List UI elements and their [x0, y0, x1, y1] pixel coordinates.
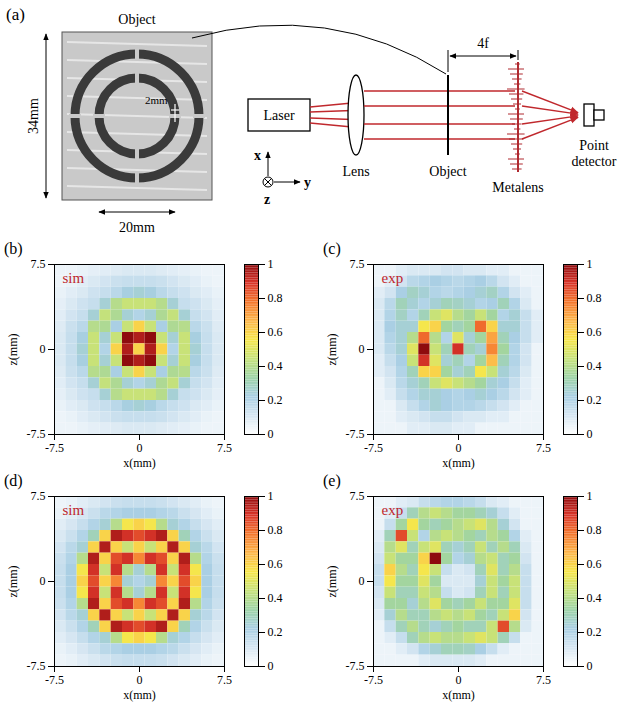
svg-text:0: 0 [40, 574, 46, 588]
svg-text:z(mm): z(mm) [6, 566, 20, 598]
svg-text:-7.5: -7.5 [364, 441, 383, 455]
svg-text:7.5: 7.5 [31, 257, 46, 271]
svg-text:0.6: 0.6 [268, 325, 283, 339]
svg-text:z(mm): z(mm) [325, 566, 339, 598]
svg-text:Object: Object [429, 164, 466, 179]
svg-text:-7.5: -7.5 [346, 427, 365, 441]
svg-text:0: 0 [359, 342, 365, 356]
svg-text:Lens: Lens [342, 164, 369, 179]
svg-text:0.2: 0.2 [587, 625, 602, 639]
svg-text:0: 0 [456, 441, 462, 455]
svg-text:z: z [264, 192, 270, 207]
svg-text:sim: sim [63, 502, 85, 518]
svg-text:-7.5: -7.5 [45, 673, 64, 687]
svg-text:-7.5: -7.5 [45, 441, 64, 455]
svg-text:7.5: 7.5 [536, 441, 551, 455]
svg-text:0.2: 0.2 [268, 625, 283, 639]
svg-text:7.5: 7.5 [350, 257, 365, 271]
svg-text:y: y [304, 175, 311, 190]
svg-text:x(mm): x(mm) [123, 456, 156, 470]
svg-text:0.4: 0.4 [587, 591, 602, 605]
svg-text:exp: exp [382, 270, 404, 286]
svg-text:-7.5: -7.5 [27, 427, 46, 441]
svg-text:1: 1 [587, 257, 593, 271]
svg-text:7.5: 7.5 [217, 441, 232, 455]
svg-text:0.2: 0.2 [268, 393, 283, 407]
svg-text:z(mm): z(mm) [325, 334, 339, 366]
svg-text:0.8: 0.8 [587, 523, 602, 537]
svg-text:Object: Object [118, 12, 155, 27]
svg-text:0.8: 0.8 [268, 291, 283, 305]
html-text:(b): (b) [4, 240, 23, 257]
html-text:(d): (d) [4, 472, 23, 489]
svg-text:0: 0 [587, 659, 593, 673]
svg-text:0: 0 [40, 342, 46, 356]
svg-text:-7.5: -7.5 [346, 659, 365, 673]
svg-text:0.4: 0.4 [268, 359, 283, 373]
html-text:(c): (c) [323, 240, 341, 257]
svg-text:0: 0 [268, 427, 274, 441]
svg-text:1: 1 [268, 489, 274, 503]
svg-text:7.5: 7.5 [31, 489, 46, 503]
svg-text:0.4: 0.4 [587, 359, 602, 373]
svg-text:0.4: 0.4 [268, 591, 283, 605]
svg-text:detector: detector [571, 154, 616, 169]
svg-text:0.8: 0.8 [587, 291, 602, 305]
svg-text:0.2: 0.2 [587, 393, 602, 407]
svg-text:0: 0 [268, 659, 274, 673]
svg-text:1: 1 [268, 257, 274, 271]
svg-text:4f: 4f [477, 36, 489, 51]
svg-text:0: 0 [359, 574, 365, 588]
svg-text:7.5: 7.5 [536, 673, 551, 687]
svg-text:x(mm): x(mm) [442, 688, 475, 702]
svg-text:Point: Point [579, 138, 609, 153]
svg-text:Laser: Laser [263, 108, 294, 123]
svg-text:-7.5: -7.5 [364, 673, 383, 687]
svg-text:0: 0 [137, 673, 143, 687]
svg-text:exp: exp [382, 502, 404, 518]
svg-text:x: x [254, 148, 261, 163]
svg-text:-7.5: -7.5 [27, 659, 46, 673]
svg-text:2mm: 2mm [145, 94, 168, 106]
svg-text:sim: sim [63, 270, 85, 286]
svg-text:34mm: 34mm [26, 98, 41, 134]
svg-text:0.8: 0.8 [268, 523, 283, 537]
svg-text:z(mm): z(mm) [6, 334, 20, 366]
svg-text:x(mm): x(mm) [123, 688, 156, 702]
svg-text:0: 0 [137, 441, 143, 455]
svg-text:0: 0 [587, 427, 593, 441]
svg-text:(a): (a) [6, 5, 25, 24]
svg-text:Metalens: Metalens [492, 180, 543, 195]
svg-text:0.6: 0.6 [587, 557, 602, 571]
svg-text:0: 0 [456, 673, 462, 687]
svg-text:0.6: 0.6 [587, 325, 602, 339]
svg-text:7.5: 7.5 [217, 673, 232, 687]
svg-text:0.6: 0.6 [268, 557, 283, 571]
svg-text:20mm: 20mm [119, 220, 155, 235]
html-text:(e): (e) [323, 472, 341, 489]
svg-text:1: 1 [587, 489, 593, 503]
svg-text:x(mm): x(mm) [442, 456, 475, 470]
svg-text:7.5: 7.5 [350, 489, 365, 503]
